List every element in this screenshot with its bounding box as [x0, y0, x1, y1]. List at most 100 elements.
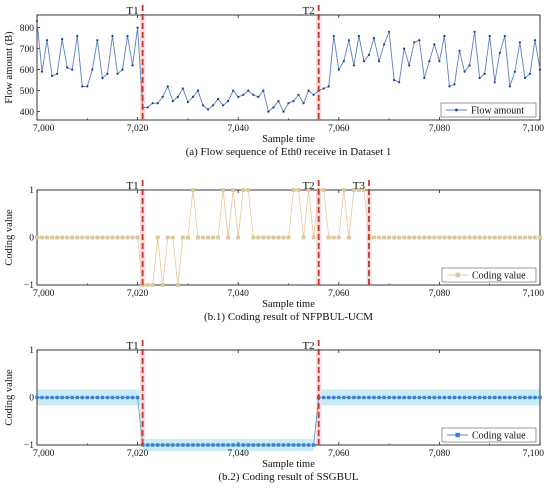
- chart-2-data-point: [412, 395, 416, 400]
- chart-0-data-point: [342, 60, 345, 63]
- chart-0-data-point: [151, 102, 154, 105]
- chart-1-data-point: [432, 235, 437, 240]
- chart-1-data-point: [422, 235, 427, 240]
- chart-0-data-point: [50, 74, 54, 77]
- chart-1-data-point: [538, 235, 542, 240]
- chart-1-x-tick-label: 7,040: [228, 289, 250, 299]
- chart-2-data-point: [261, 443, 266, 447]
- chart-1-data-point: [241, 188, 246, 192]
- chart-1-data-point: [261, 235, 266, 240]
- chart-0-x-tick-label: 7,000: [33, 124, 55, 134]
- chart-0-data-point: [528, 72, 532, 75]
- chart-0-y-axis-label: Flow amount (B): [4, 31, 15, 104]
- chart-2-legend-box: [441, 427, 537, 443]
- chart-0-data-point: [156, 102, 159, 105]
- chart-1-data-point: [191, 188, 195, 192]
- chart-0-legend-box: [440, 102, 537, 118]
- chart-0-data-point: [418, 39, 421, 42]
- chart-2-data-point: [513, 395, 517, 400]
- chart-1-data-point: [211, 235, 215, 240]
- chart-0-data-point: [513, 70, 516, 73]
- chart-0-data-point: [257, 95, 260, 98]
- chart-1-event-label-T2: T2: [302, 180, 314, 192]
- chart-0-data-point: [166, 85, 169, 88]
- chart-1-data-point: [231, 188, 236, 192]
- chart-2-data-point: [442, 395, 447, 400]
- chart-1-data-point: [75, 235, 80, 240]
- chart-1-x-tick-label: 7,000: [33, 289, 55, 299]
- chart-0-x-tick-label: 7,040: [228, 124, 250, 134]
- chart-1-data-point: [291, 188, 296, 192]
- chart-1-data-point: [462, 235, 467, 240]
- chart-1-data-point: [512, 235, 517, 240]
- chart-2-data-point: [377, 395, 381, 400]
- chart-2-data-point: [135, 395, 140, 400]
- chart-1-data-point: [216, 235, 220, 240]
- chart-0-data-point: [252, 93, 255, 96]
- chart-2-x-tick-label: 7,040: [228, 449, 250, 459]
- chart-0-y-tick-label: 500: [20, 87, 35, 97]
- chart-2-data-point: [382, 395, 386, 400]
- chart-2-data-point: [462, 395, 467, 400]
- chart-2-data-point: [271, 443, 276, 447]
- chart-1-data-point: [392, 235, 397, 240]
- chart-1-y-tick-label: −1: [24, 281, 34, 291]
- chart-1-data-point: [377, 235, 381, 240]
- chart-1-data-point: [387, 235, 391, 240]
- chart-2-data-point: [110, 395, 115, 400]
- chart-1-data-point: [40, 235, 44, 240]
- chart-1-event-label-T1: T1: [126, 180, 138, 192]
- chart-0-data-point: [86, 85, 89, 88]
- chart-2-data-point: [246, 443, 250, 447]
- chart-1-data-point: [125, 235, 130, 240]
- chart-0-data-point: [362, 60, 366, 63]
- chart-2-data-point: [472, 395, 477, 400]
- chart-1-data-point: [351, 188, 356, 192]
- chart-1-data-point: [326, 235, 331, 240]
- chart-2-data-point: [221, 443, 225, 447]
- panel-ssgbul: 7,000 7,020 7,040 7,060 7,080 7,100 −1 0 1 Coding…: [4, 340, 544, 483]
- chart-1-data-point: [397, 235, 402, 240]
- chart-1-data-point: [447, 235, 452, 240]
- chart-2-data-point: [518, 395, 522, 400]
- chart-2-data-point: [231, 443, 235, 447]
- chart-1-data-point: [271, 235, 276, 240]
- chart-1-data-point: [357, 188, 361, 192]
- chart-1-data-point: [523, 235, 527, 240]
- chart-2-data-point: [457, 395, 462, 400]
- chart-1-data-point: [145, 283, 150, 287]
- chart-0-series-line: [36, 21, 541, 113]
- chart-1-data-point: [281, 235, 286, 240]
- chart-1-data-point: [155, 235, 160, 240]
- chart-1-data-point: [135, 235, 140, 240]
- chart-2-data-point: [327, 395, 331, 400]
- chart-0-data-point: [483, 72, 486, 75]
- chart-0-event-band-T2: [316, 15, 322, 120]
- panel-nfpbul-ucm: 7,000 7,020 7,040 7,060 7,080 7,100 −1 0 1 Coding…: [4, 180, 544, 323]
- chart-0-data-point: [247, 89, 250, 92]
- chart-2-x-tick-label: 7,100: [523, 449, 545, 459]
- chart-1-data-point: [246, 188, 251, 192]
- chart-0-data-point: [488, 34, 491, 38]
- chart-2-data-point: [286, 443, 291, 447]
- chart-2-data-point: [367, 395, 371, 400]
- chart-0-data-point: [438, 60, 441, 63]
- chart-1-data-point: [492, 235, 497, 240]
- chart-1-caption: (b.1) Coding result of NFPBUL-UCM: [204, 311, 373, 323]
- chart-2-data-point: [306, 443, 311, 447]
- chart-2-data-point: [482, 395, 487, 400]
- chart-1-legend-box: [441, 267, 537, 283]
- chart-1-event-label-T3: T3: [353, 180, 366, 192]
- chart-2-data-point: [95, 395, 100, 400]
- chart-0-data-point: [186, 101, 189, 104]
- chart-1-data-point: [427, 235, 432, 240]
- chart-2-data-point: [498, 395, 502, 400]
- chart-0-data-point: [222, 104, 225, 107]
- chart-0-data-point: [498, 51, 501, 54]
- chart-0-data-point: [201, 104, 205, 107]
- chart-0-data-point: [503, 34, 506, 38]
- chart-0-data-point: [242, 93, 245, 96]
- chart-2-data-point: [291, 443, 296, 447]
- chart-2-legend-marker: [455, 432, 460, 438]
- chart-1-data-point: [497, 235, 502, 240]
